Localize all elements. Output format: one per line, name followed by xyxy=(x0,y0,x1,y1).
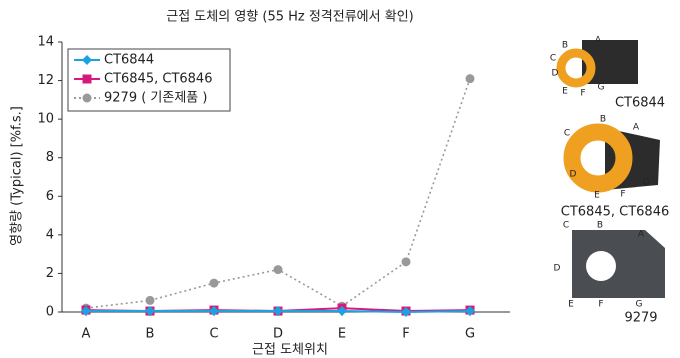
y-tick-label: 4 xyxy=(46,227,54,242)
legend-label: CT6844 xyxy=(104,53,154,68)
point xyxy=(401,257,411,267)
image-label: E xyxy=(594,191,600,201)
legend-marker xyxy=(82,55,92,65)
point xyxy=(273,265,283,275)
image-label: A xyxy=(633,123,640,133)
point xyxy=(273,306,283,317)
x-tick-label: C xyxy=(209,327,218,342)
image-label: B xyxy=(600,115,606,125)
image-label: C xyxy=(563,221,569,231)
image-caption: CT6845, CT6846 xyxy=(561,205,669,220)
x-tick-label: F xyxy=(402,327,409,342)
image-label: G xyxy=(598,83,605,93)
image-label: D xyxy=(570,170,577,180)
image-caption: 9279 xyxy=(624,311,657,326)
y-tick-label: 6 xyxy=(46,189,54,204)
point xyxy=(465,74,475,84)
image-label: G xyxy=(643,178,650,188)
x-axis-label: 근접 도체위치 xyxy=(252,343,328,358)
legend-marker xyxy=(82,93,92,103)
y-axis-label: 영향량 (Typical) [%f.s.] xyxy=(10,106,25,246)
image-label: F xyxy=(598,300,603,310)
sensor-9279 xyxy=(572,230,665,298)
x-tick-label: E xyxy=(338,327,346,342)
y-tick-label: 12 xyxy=(37,73,54,88)
x-tick-label: D xyxy=(273,327,283,342)
image-label: E xyxy=(562,87,568,97)
image-label: E xyxy=(568,300,574,310)
y-tick-label: 0 xyxy=(46,305,54,320)
image-label: B xyxy=(597,221,603,231)
image-label: D xyxy=(554,264,561,274)
image-label: F xyxy=(580,89,585,99)
sensor-ct6844 xyxy=(556,40,638,88)
image-label: F xyxy=(620,190,625,200)
point xyxy=(81,306,91,317)
point xyxy=(209,278,219,288)
x-tick-label: G xyxy=(465,327,475,342)
point xyxy=(209,306,219,317)
y-tick-label: 2 xyxy=(46,266,54,281)
point xyxy=(145,306,155,317)
image-label: D xyxy=(552,69,559,79)
x-tick-label: A xyxy=(82,327,91,342)
sensor-ct6845 xyxy=(563,123,660,193)
point xyxy=(337,306,347,317)
y-tick-label: 10 xyxy=(37,112,54,127)
image-label: A xyxy=(638,230,645,240)
image-label: B xyxy=(562,41,568,51)
legend-label: CT6845, CT6846 xyxy=(104,72,212,87)
point xyxy=(145,295,155,305)
image-label: A xyxy=(595,36,602,46)
y-tick-label: 14 xyxy=(37,35,54,50)
image-label: C xyxy=(550,54,556,64)
legend-label: 9279 ( 기존제품 ) xyxy=(104,91,207,106)
image-label: C xyxy=(564,129,570,139)
x-tick-label: B xyxy=(146,327,155,342)
image-label: G xyxy=(636,300,643,310)
y-tick-label: 8 xyxy=(46,150,54,165)
point xyxy=(401,307,411,317)
legend-marker xyxy=(82,74,92,84)
point xyxy=(465,306,475,317)
image-caption: CT6844 xyxy=(615,96,665,111)
chart-title: 근접 도체의 영향 (55 Hz 정격전류에서 확인) xyxy=(166,10,413,25)
